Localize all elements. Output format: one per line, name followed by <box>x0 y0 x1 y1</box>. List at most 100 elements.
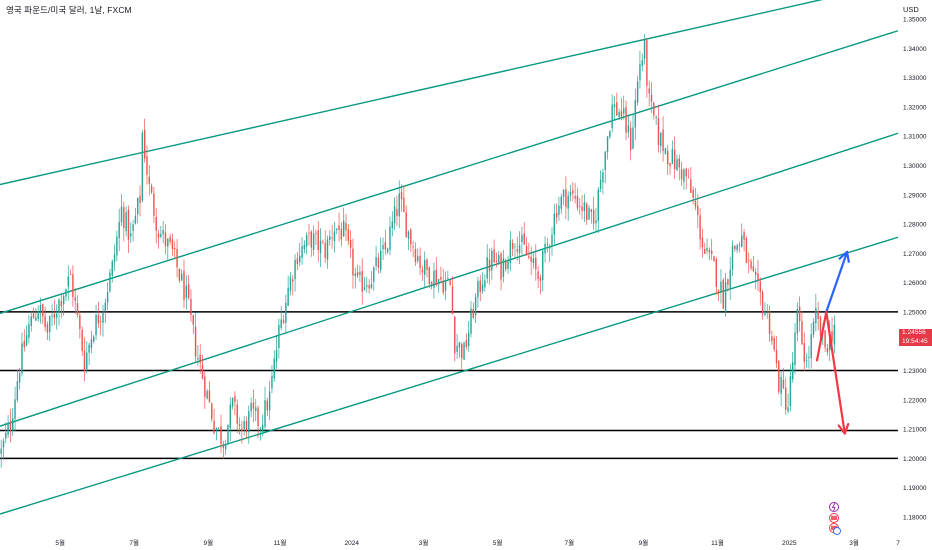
y-tick-label: 1.20000 <box>903 456 927 463</box>
candle-body <box>241 428 243 432</box>
candle-body <box>389 226 391 250</box>
candle-body <box>509 240 512 263</box>
candle-body <box>153 193 155 216</box>
candle-body <box>255 407 257 412</box>
x-tick-label: 7 <box>896 540 900 547</box>
candle-body <box>699 215 701 240</box>
candle-body <box>458 342 461 348</box>
candle-body <box>736 245 738 251</box>
bullish-projection-arrow-head <box>838 250 850 263</box>
candle-body <box>680 168 683 180</box>
candle-body <box>206 390 208 399</box>
candle-body <box>363 287 366 290</box>
candle-body <box>609 131 611 138</box>
candle-body <box>604 151 606 170</box>
candle-body <box>30 316 32 326</box>
candle-body <box>757 273 759 281</box>
candle-body <box>553 213 556 235</box>
candle-body <box>76 303 79 315</box>
candle-body <box>599 179 602 189</box>
candle-body <box>771 336 773 341</box>
candle-body <box>5 432 7 439</box>
candle-body <box>49 315 51 333</box>
candle-body <box>400 191 403 200</box>
candle-body <box>410 229 412 245</box>
candle-body <box>500 253 502 280</box>
candle-body <box>511 243 514 250</box>
candle-body <box>69 274 72 275</box>
candle-body <box>768 311 771 334</box>
candle-body <box>641 60 643 66</box>
candle-body <box>347 229 350 241</box>
candle-body <box>285 302 287 323</box>
candle-body <box>83 350 86 372</box>
candle-body <box>618 111 620 117</box>
event-icons <box>829 502 841 535</box>
candle-body <box>261 424 264 433</box>
candle-body <box>616 102 618 116</box>
candle-body <box>673 149 676 169</box>
candle-body <box>708 250 711 253</box>
candle-body <box>650 94 653 102</box>
currency-label: USD <box>903 5 919 14</box>
candle-body <box>470 308 472 334</box>
candle-body <box>493 249 495 263</box>
candle-body <box>414 249 417 263</box>
candle-body <box>109 272 111 292</box>
candle-body <box>141 132 144 201</box>
candle-body <box>280 319 282 328</box>
candle-body <box>160 233 162 237</box>
candle-body <box>447 278 449 279</box>
candle-body <box>449 280 451 285</box>
candle-body <box>373 267 375 282</box>
y-tick-label: 1.34000 <box>903 46 927 53</box>
candle-body <box>583 202 586 212</box>
candle-body <box>51 315 53 317</box>
candle-body <box>208 390 211 402</box>
countdown-timer: 19:54:45 <box>902 337 928 345</box>
plot-area[interactable] <box>0 0 899 515</box>
candle-body <box>632 127 634 149</box>
y-tick-label: 1.21000 <box>903 427 927 434</box>
candle-body <box>576 195 579 208</box>
candle-body <box>782 379 785 389</box>
candle-body <box>444 280 447 291</box>
candle-body <box>317 230 319 250</box>
candle-body <box>477 280 479 298</box>
candle-body <box>352 248 354 276</box>
candle-body <box>342 220 345 237</box>
candle-body <box>666 150 669 165</box>
candle-body <box>567 195 569 209</box>
candle-body <box>132 224 134 231</box>
candle-body <box>535 257 537 270</box>
candle-body <box>95 314 97 336</box>
candle-body <box>442 280 444 293</box>
candle-body <box>380 250 382 271</box>
candle-body <box>0 448 2 454</box>
candle-body <box>46 324 49 333</box>
candle-body <box>319 240 322 254</box>
candle-body <box>90 339 93 348</box>
current-price-tag: 1.24556 19:54:45 <box>899 329 932 346</box>
candle-body <box>116 236 118 256</box>
candle-body <box>819 316 822 336</box>
candle-body <box>660 132 662 147</box>
candle-body <box>759 281 762 293</box>
candle-body <box>417 256 419 262</box>
candle-body <box>724 282 727 312</box>
candle-body <box>340 228 343 240</box>
candle-body <box>259 428 262 430</box>
candle-body <box>745 237 748 263</box>
candle-body <box>72 274 74 298</box>
candle-body <box>590 209 593 212</box>
candle-body <box>817 310 819 320</box>
candle-body <box>572 190 574 194</box>
candle-body <box>220 426 222 444</box>
candle-body <box>65 288 67 297</box>
candle-body <box>79 315 81 330</box>
candle-body <box>7 423 9 435</box>
candle-body <box>741 235 743 247</box>
candle-body <box>558 205 560 215</box>
candle-body <box>555 212 558 218</box>
